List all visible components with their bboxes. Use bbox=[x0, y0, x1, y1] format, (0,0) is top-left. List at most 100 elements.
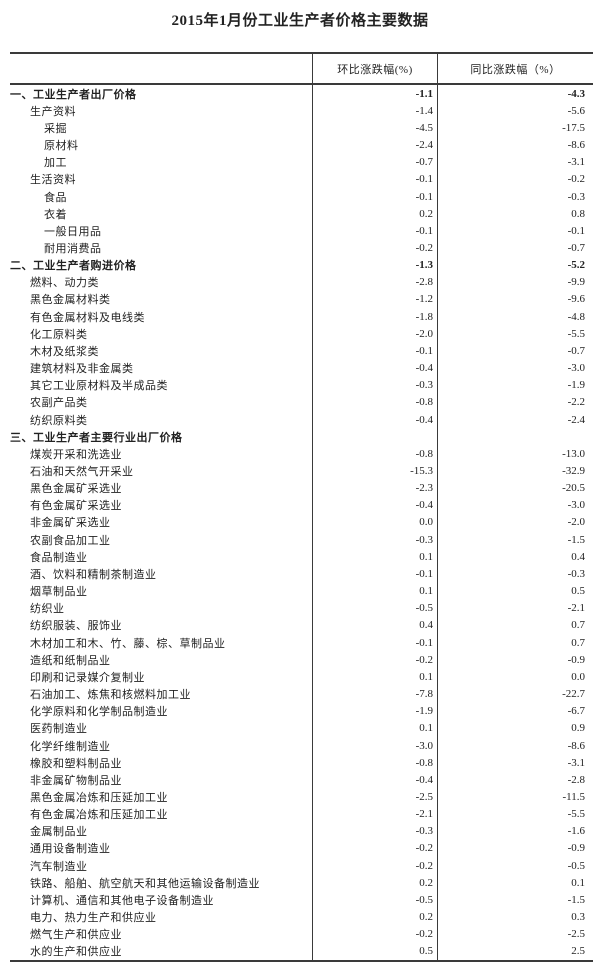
row-yoy-value: -2.5 bbox=[437, 925, 593, 943]
table-row: 非金属矿采选业 0.0 -2.0 bbox=[10, 513, 593, 532]
table-row: 木材及纸浆类 -0.1 -0.7 bbox=[10, 342, 593, 360]
table-row: 纺织原料类 -0.4 -2.4 bbox=[10, 410, 593, 429]
row-yoy-value: -0.9 bbox=[437, 839, 593, 858]
row-mom-value: -0.5 bbox=[312, 891, 437, 909]
row-yoy-value: -3.0 bbox=[437, 496, 593, 514]
column-header-mom: 环比涨跌幅(%) bbox=[312, 54, 437, 83]
row-mom-value: -0.5 bbox=[312, 599, 437, 617]
row-yoy-value: -2.8 bbox=[437, 771, 593, 789]
row-yoy-value: -0.3 bbox=[437, 565, 593, 583]
row-yoy-value: -1.5 bbox=[437, 531, 593, 549]
table-row: 食品 -0.1 -0.3 bbox=[10, 187, 593, 206]
row-label: 黑色金属冶炼和压延加工业 bbox=[30, 791, 168, 804]
row-mom-value: -0.2 bbox=[312, 239, 437, 257]
row-yoy-value: -1.5 bbox=[437, 891, 593, 909]
row-label: 电力、热力生产和供应业 bbox=[30, 912, 157, 925]
row-mom-value: -0.1 bbox=[312, 222, 437, 240]
row-label: 酒、饮料和精制茶制造业 bbox=[30, 568, 157, 581]
table-header-row: 环比涨跌幅(%) 同比涨跌幅（%） bbox=[10, 54, 593, 85]
table-row: 建筑材料及非金属类 -0.4 -3.0 bbox=[10, 359, 593, 377]
row-mom-value: -0.3 bbox=[312, 531, 437, 549]
row-mom-value: -2.3 bbox=[312, 479, 437, 497]
row-label: 纺织原料类 bbox=[30, 414, 88, 427]
row-yoy-value: -1.6 bbox=[437, 822, 593, 840]
table-row: 生活资料 -0.1 -0.2 bbox=[10, 170, 593, 188]
table-row: 生产资料 -1.4 -5.6 bbox=[10, 102, 593, 120]
row-yoy-value: -0.3 bbox=[437, 187, 593, 206]
table-row: 二、工业生产者购进价格 -1.3 -5.2 bbox=[10, 256, 593, 274]
row-label: 石油和天然气开采业 bbox=[30, 466, 134, 479]
table-row: 橡胶和塑料制品业 -0.8 -3.1 bbox=[10, 754, 593, 772]
row-yoy-value: -0.9 bbox=[437, 651, 593, 669]
row-mom-value: 0.1 bbox=[312, 719, 437, 737]
row-mom-value: 0.2 bbox=[312, 874, 437, 892]
row-label: 三、工业生产者主要行业出厂价格 bbox=[10, 431, 183, 444]
column-header-yoy: 同比涨跌幅（%） bbox=[437, 54, 593, 83]
row-mom-value: 0.5 bbox=[312, 942, 437, 960]
row-yoy-value: 0.5 bbox=[437, 582, 593, 600]
row-mom-value: -0.2 bbox=[312, 925, 437, 943]
table-row: 有色金属材料及电线类 -1.8 -4.8 bbox=[10, 308, 593, 326]
row-label: 一、工业生产者出厂价格 bbox=[10, 88, 137, 101]
table-row: 化学原料和化学制品制造业 -1.9 -6.7 bbox=[10, 702, 593, 720]
row-mom-value: 0.1 bbox=[312, 582, 437, 600]
row-mom-value: -0.1 bbox=[312, 634, 437, 652]
row-yoy-value: -2.4 bbox=[437, 410, 593, 429]
row-label: 食品制造业 bbox=[30, 551, 88, 564]
table-row: 加工 -0.7 -3.1 bbox=[10, 153, 593, 171]
row-label: 木材及纸浆类 bbox=[30, 345, 99, 358]
row-label: 农副产品类 bbox=[30, 397, 88, 410]
row-yoy-value: -3.1 bbox=[437, 754, 593, 772]
table-row: 石油和天然气开采业 -15.3 -32.9 bbox=[10, 462, 593, 480]
row-yoy-value: 0.3 bbox=[437, 908, 593, 926]
table-row: 耐用消费品 -0.2 -0.7 bbox=[10, 239, 593, 257]
table-row: 黑色金属冶炼和压延加工业 -2.5 -11.5 bbox=[10, 788, 593, 806]
row-yoy-value: -0.7 bbox=[437, 342, 593, 360]
price-table: 环比涨跌幅(%) 同比涨跌幅（%） 一、工业生产者出厂价格 -1.1 -4.3 生产资… bbox=[10, 52, 593, 962]
row-label: 化学原料和化学制品制造业 bbox=[30, 706, 168, 719]
row-label: 金属制品业 bbox=[30, 826, 88, 839]
table-row: 煤炭开采和洗选业 -0.8 -13.0 bbox=[10, 445, 593, 463]
row-mom-value: -0.3 bbox=[312, 376, 437, 394]
row-mom-value: 0.4 bbox=[312, 616, 437, 634]
row-label: 纺织业 bbox=[30, 603, 65, 616]
row-yoy-value: -3.0 bbox=[437, 359, 593, 377]
row-mom-value bbox=[312, 428, 437, 446]
row-yoy-value: 0.9 bbox=[437, 719, 593, 737]
row-yoy-value: -2.0 bbox=[437, 513, 593, 532]
row-label: 生产资料 bbox=[30, 105, 76, 118]
row-mom-value: -0.2 bbox=[312, 651, 437, 669]
table-row: 石油加工、炼焦和核燃料加工业 -7.8 -22.7 bbox=[10, 685, 593, 703]
row-label: 造纸和纸制品业 bbox=[30, 654, 111, 667]
row-mom-value: -0.1 bbox=[312, 187, 437, 206]
row-mom-value: 0.1 bbox=[312, 548, 437, 566]
row-label: 汽车制造业 bbox=[30, 860, 88, 873]
table-body: 一、工业生产者出厂价格 -1.1 -4.3 生产资料 -1.4 -5.6 采掘 -4.5 -17… bbox=[10, 85, 593, 960]
row-label: 采掘 bbox=[44, 122, 67, 135]
row-label: 通用设备制造业 bbox=[30, 843, 111, 856]
row-yoy-value: -2.2 bbox=[437, 393, 593, 411]
row-mom-value: -7.8 bbox=[312, 685, 437, 703]
row-yoy-value: -0.7 bbox=[437, 239, 593, 257]
row-mom-value: -1.8 bbox=[312, 308, 437, 326]
row-mom-value: -0.1 bbox=[312, 565, 437, 583]
row-label: 食品 bbox=[44, 191, 67, 204]
table-row: 化工原料类 -2.0 -5.5 bbox=[10, 325, 593, 343]
row-label: 水的生产和供应业 bbox=[30, 946, 122, 959]
table-row: 化学纤维制造业 -3.0 -8.6 bbox=[10, 736, 593, 755]
table-row: 印刷和记录媒介复制业 0.1 0.0 bbox=[10, 668, 593, 686]
row-yoy-value: -0.2 bbox=[437, 170, 593, 188]
table-row: 衣着 0.2 0.8 bbox=[10, 205, 593, 223]
table-row: 有色金属冶炼和压延加工业 -2.1 -5.5 bbox=[10, 805, 593, 823]
table-row: 食品制造业 0.1 0.4 bbox=[10, 548, 593, 566]
row-yoy-value bbox=[437, 428, 593, 446]
row-yoy-value: 0.7 bbox=[437, 616, 593, 634]
table-row: 计算机、通信和其他电子设备制造业 -0.5 -1.5 bbox=[10, 891, 593, 909]
table-row: 金属制品业 -0.3 -1.6 bbox=[10, 822, 593, 840]
row-mom-value: -4.5 bbox=[312, 119, 437, 137]
row-yoy-value: -32.9 bbox=[437, 462, 593, 480]
table-row: 铁路、船舶、航空航天和其他运输设备制造业 0.2 0.1 bbox=[10, 874, 593, 892]
row-mom-value: -0.1 bbox=[312, 170, 437, 188]
table-row: 纺织业 -0.5 -2.1 bbox=[10, 599, 593, 617]
